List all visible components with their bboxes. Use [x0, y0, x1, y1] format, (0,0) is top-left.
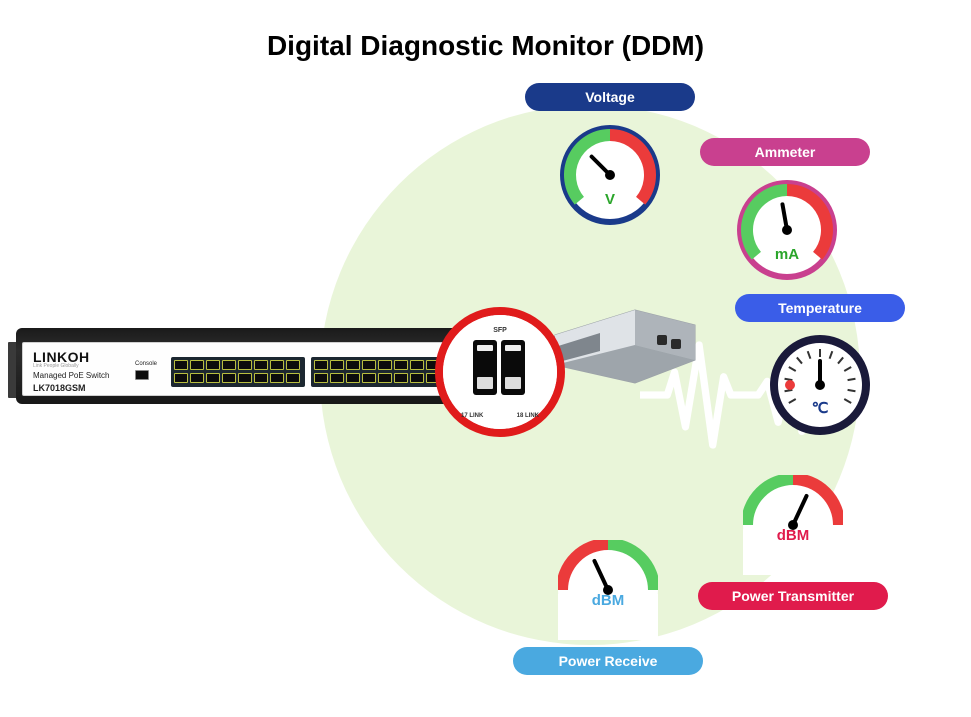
ammeter-gauge: mA — [737, 180, 837, 280]
switch-faceplate: LINKOH Link People Globally Managed PoE … — [22, 342, 484, 396]
network-switch: LINKOH Link People Globally Managed PoE … — [16, 328, 490, 404]
ammeter-pill: Ammeter — [700, 138, 870, 166]
page-title: Digital Diagnostic Monitor (DDM) — [0, 30, 971, 62]
sfp-label-top: SFP — [443, 327, 557, 334]
switch-description: Managed PoE Switch — [33, 371, 110, 380]
voltage-pill: Voltage — [525, 83, 695, 111]
sfp-module-graphic — [545, 305, 705, 400]
console-port — [135, 370, 149, 380]
power-tx-pill: Power Transmitter — [698, 582, 888, 610]
port-row-1b — [174, 373, 300, 383]
power-tx-gauge: dBM — [743, 475, 843, 575]
power-rx-pill: Power Receive — [513, 647, 703, 675]
power-rx-gauge: dBM — [558, 540, 658, 640]
sfp-zoom-circle: SFP 17 LINK 18 LINK — [435, 307, 565, 437]
switch-tagline: Link People Globally — [33, 363, 79, 369]
sfp-label-17: 17 LINK — [461, 413, 483, 419]
voltage-gauge: V — [560, 125, 660, 225]
port-row-1a — [174, 360, 300, 370]
port-row-2a — [314, 360, 440, 370]
port-row-2b — [314, 373, 440, 383]
console-label: Console — [135, 361, 157, 367]
temperature-pill: Temperature — [735, 294, 905, 322]
switch-model: LK7018GSM — [33, 383, 86, 393]
temperature-gauge: ℃ — [770, 335, 870, 435]
sfp-zoom-inner: SFP 17 LINK 18 LINK — [443, 315, 557, 429]
sfp-label-18: 18 LINK — [517, 413, 539, 419]
